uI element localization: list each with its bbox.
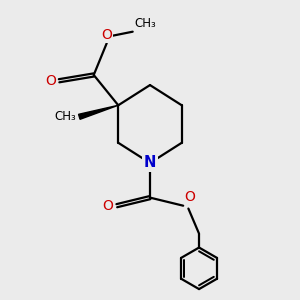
Polygon shape	[79, 105, 118, 119]
Text: O: O	[184, 190, 196, 204]
Text: CH₃: CH₃	[134, 17, 156, 30]
Text: O: O	[101, 28, 112, 42]
Text: O: O	[103, 199, 113, 213]
Text: CH₃: CH₃	[54, 110, 76, 123]
Text: N: N	[144, 155, 156, 170]
Text: O: O	[45, 74, 56, 88]
